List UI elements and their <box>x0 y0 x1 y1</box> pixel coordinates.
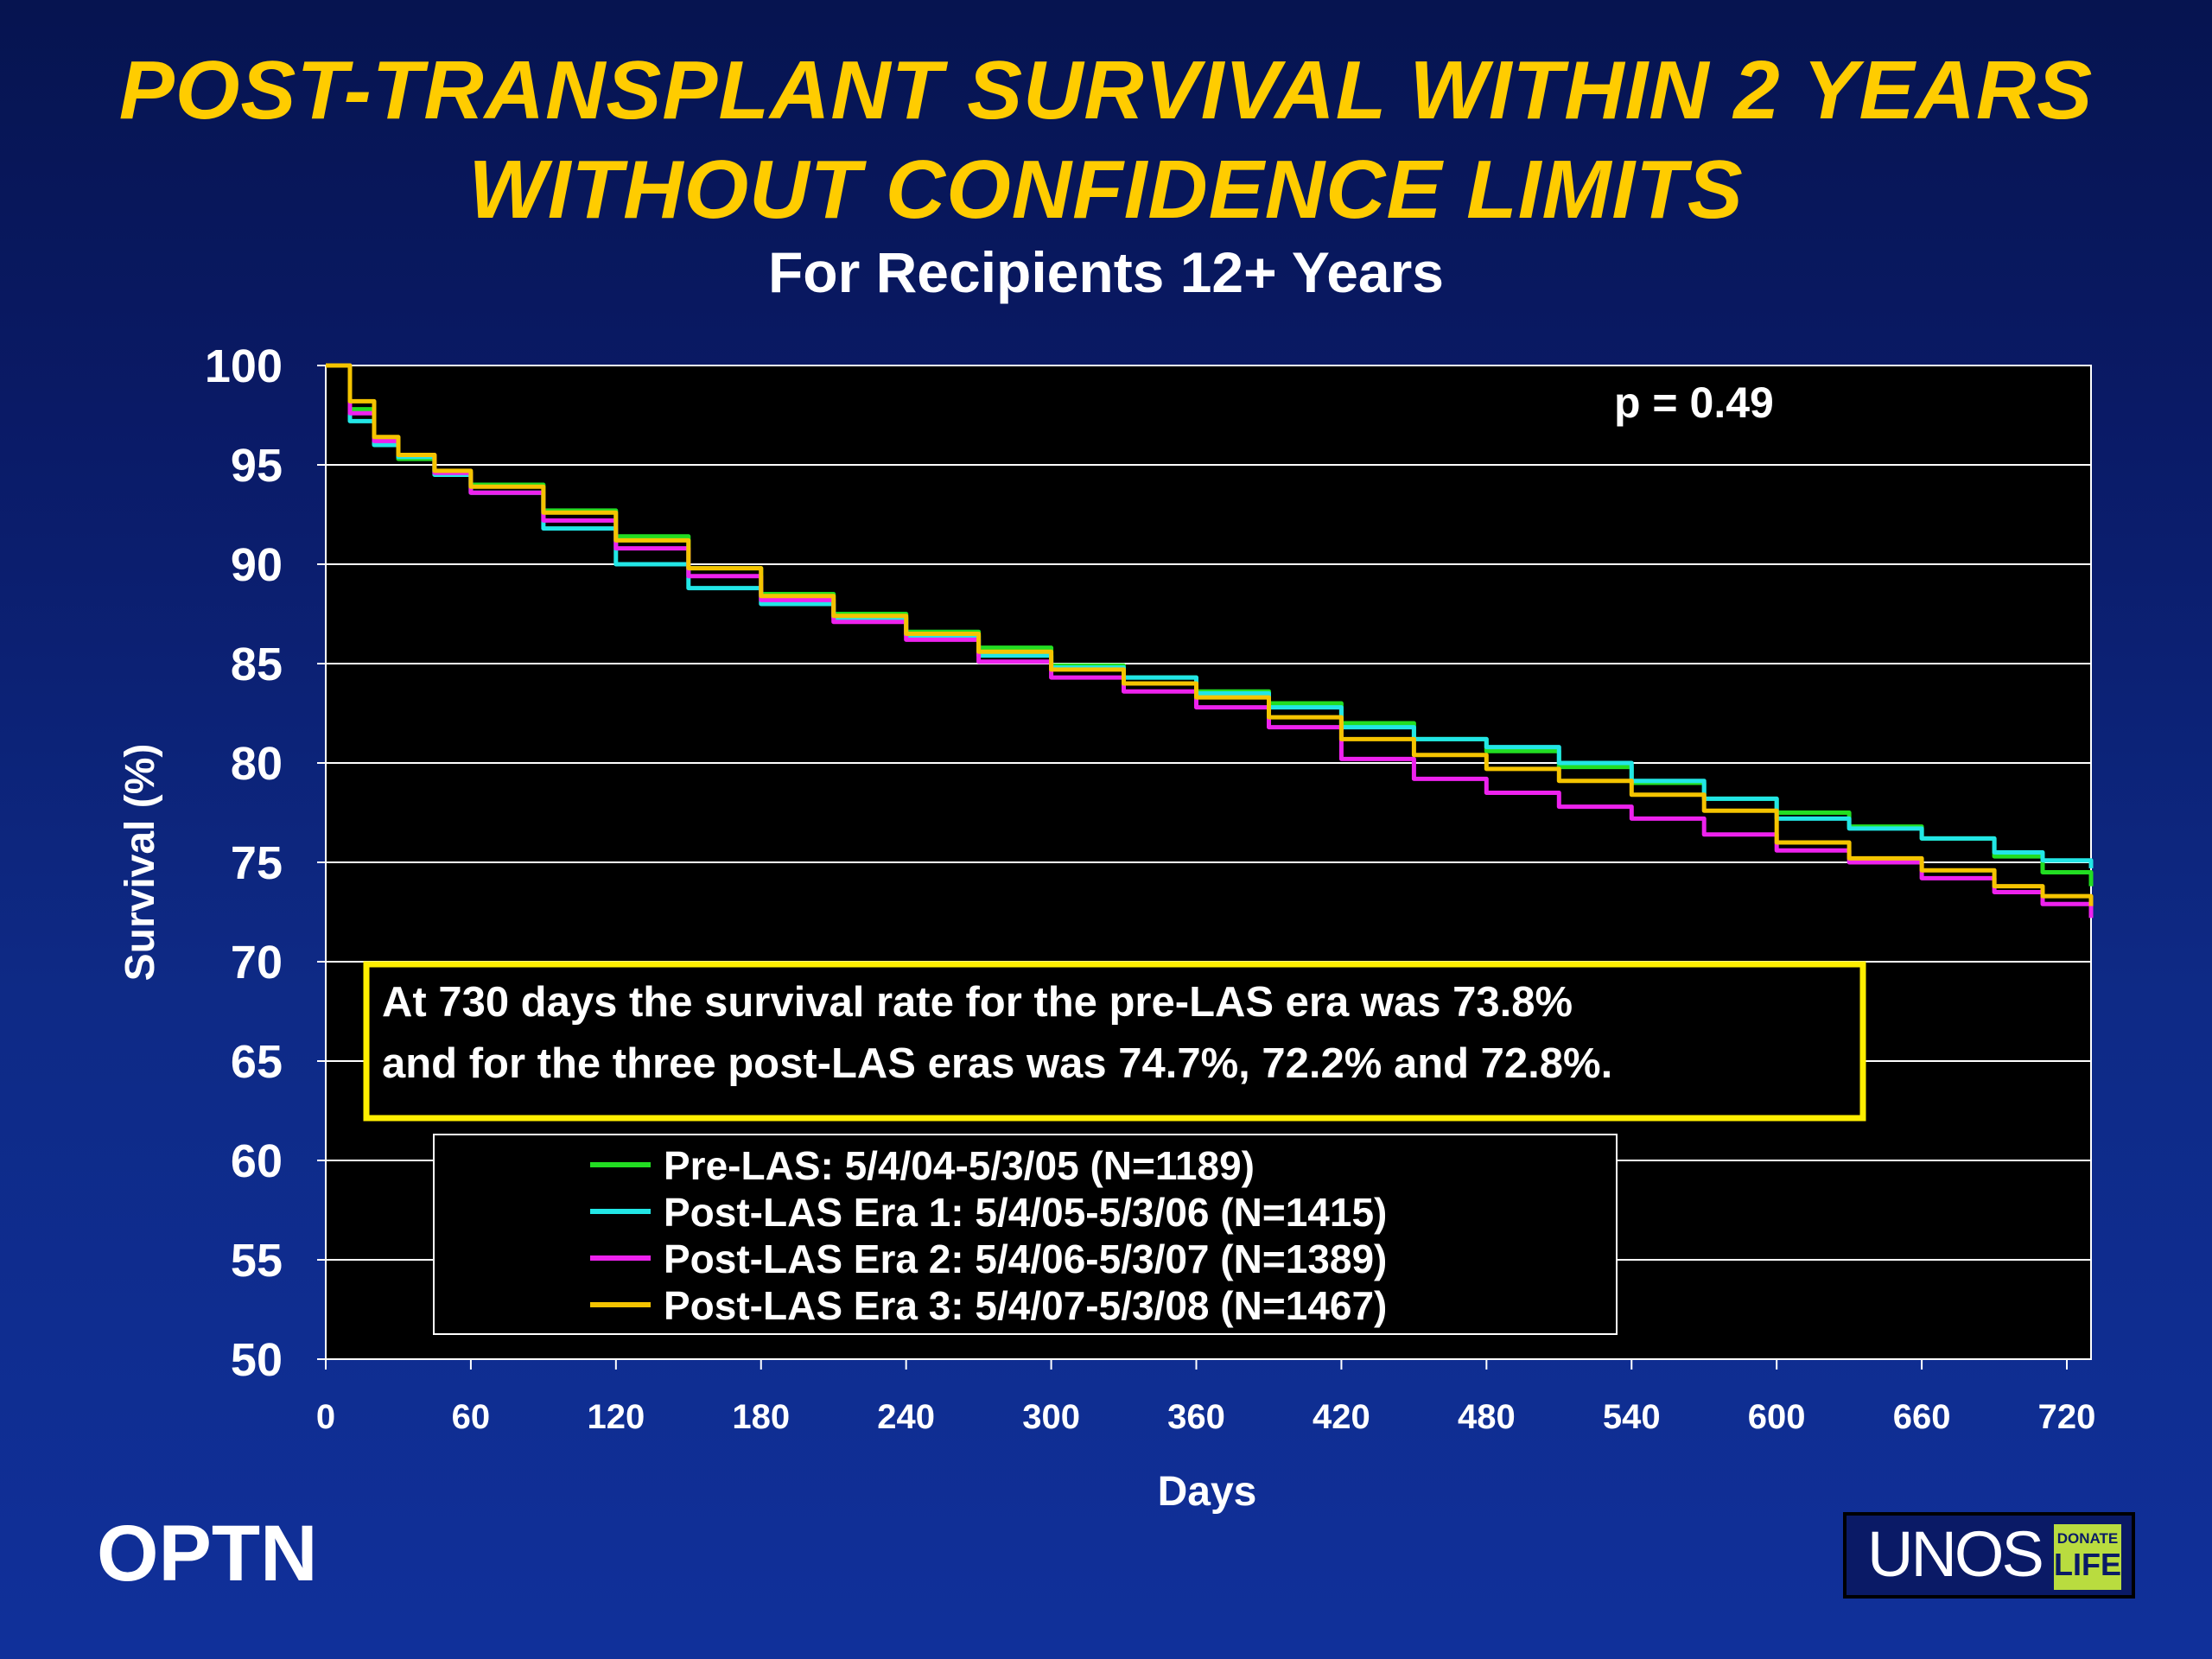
y-tick-label: 90 <box>231 539 283 591</box>
life-text: LIFE <box>2054 1547 2121 1582</box>
y-tick-label: 55 <box>231 1235 283 1287</box>
y-tick-label: 80 <box>231 738 283 790</box>
x-tick-label: 480 <box>1458 1398 1516 1436</box>
series-lines <box>326 363 2094 918</box>
x-tick-label: 120 <box>587 1398 645 1436</box>
summary-annotation-line-2: and for the three post-LAS eras was 74.7… <box>382 1040 1612 1087</box>
x-tick-label: 180 <box>732 1398 790 1436</box>
optn-logo: OPTN <box>97 1510 318 1598</box>
x-tick-label: 420 <box>1313 1398 1370 1436</box>
y-tick-label: 100 <box>205 340 283 392</box>
x-axis-ticks: 0 60 120 180 240 300 360 420 480 540 600 660 720 <box>316 1359 2096 1436</box>
x-tick-label: 540 <box>1603 1398 1661 1436</box>
y-tick-label: 60 <box>231 1135 283 1187</box>
x-tick-label: 300 <box>1022 1398 1080 1436</box>
legend-items: Pre-LAS: 5/4/04-5/3/05 (N=1189)Post-LAS … <box>590 1143 1387 1328</box>
y-tick-label: 50 <box>231 1334 283 1386</box>
legend-label-4: Post-LAS Era 3: 5/4/07-5/3/08 (N=1467) <box>664 1283 1387 1328</box>
x-axis-label: Days <box>1158 1469 1257 1515</box>
chart-subtitle: For Recipients 12+ Years <box>767 240 1445 304</box>
legend-label-1: Pre-LAS: 5/4/04-5/3/05 (N=1189) <box>664 1143 1255 1188</box>
y-tick-label: 70 <box>231 937 283 988</box>
y-axis-ticks: 50 55 60 65 70 75 80 85 90 95 100 <box>205 340 326 1386</box>
x-tick-label: 0 <box>316 1398 335 1436</box>
y-tick-label: 75 <box>231 837 283 889</box>
p-value-annotation: p = 0.49 <box>1614 378 1774 427</box>
summary-annotation-box <box>363 961 1866 1122</box>
chart-title-line-1: POST-TRANSPLANT SURVIVAL WITHIN 2 YEARS <box>118 44 2094 137</box>
y-tick-label: 85 <box>231 639 283 690</box>
legend-label-2: Post-LAS Era 1: 5/4/05-5/3/06 (N=1415) <box>664 1190 1387 1235</box>
chart-title-line-2: WITHOUT CONFIDENCE LIMITS <box>468 143 1744 236</box>
y-axis-label: Survival (%) <box>118 744 163 982</box>
legend-box <box>433 1134 1618 1335</box>
legend-label-3: Post-LAS Era 2: 5/4/06-5/3/07 (N=1389) <box>664 1236 1387 1281</box>
series-line-4 <box>326 363 2094 906</box>
summary-annotation-line-1: At 730 days the survival rate for the pr… <box>382 979 1573 1026</box>
unos-logo: UNOS DONATE LIFE <box>1843 1512 2135 1599</box>
unos-logo-text: UNOS <box>1867 1518 2044 1590</box>
y-tick-label: 65 <box>231 1036 283 1088</box>
x-tick-label: 240 <box>877 1398 935 1436</box>
x-tick-label: 360 <box>1167 1398 1225 1436</box>
x-tick-label: 720 <box>2038 1398 2096 1436</box>
donate-text: DONATE <box>2056 1530 2119 1547</box>
x-tick-label: 660 <box>1893 1398 1951 1436</box>
y-tick-label: 95 <box>231 440 283 492</box>
x-tick-label: 60 <box>452 1398 491 1436</box>
donate-life-badge: DONATE LIFE <box>2054 1524 2121 1590</box>
x-tick-label: 600 <box>1748 1398 1806 1436</box>
